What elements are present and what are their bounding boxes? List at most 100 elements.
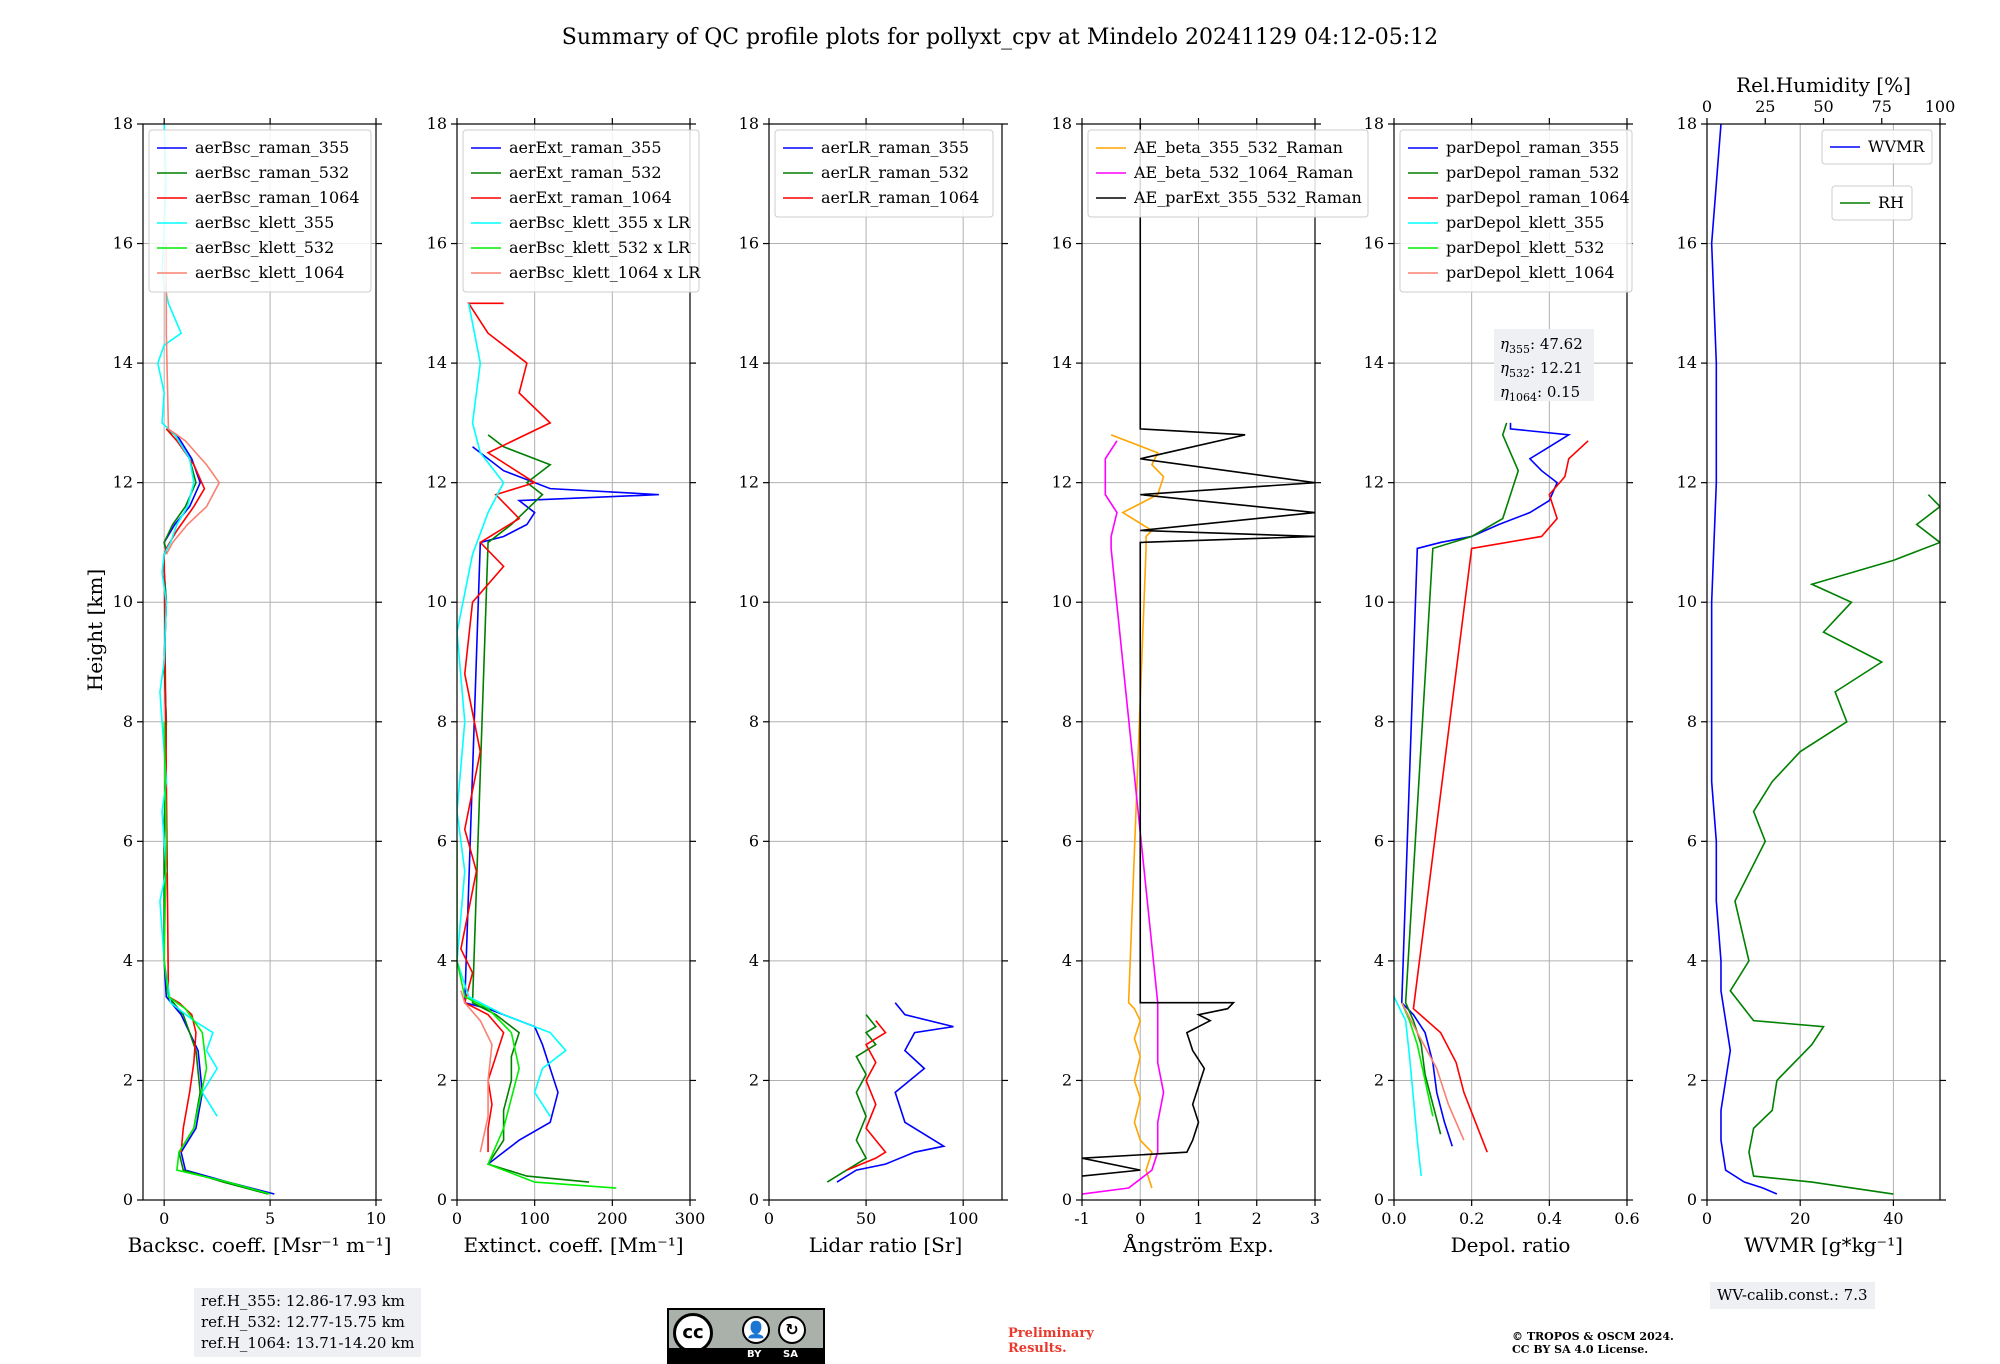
eta-label: η1064: 0.15: [1500, 383, 1580, 404]
cc-logo-icon: cc: [673, 1313, 713, 1353]
preliminary-line-1: Preliminary: [1008, 1326, 1094, 1341]
series-aerBsc_raman_532: [163, 428, 269, 1195]
series-aerBsc_klett_532: [163, 721, 271, 1195]
y-tick-label: 12: [113, 473, 133, 492]
y-tick-label: 6: [1374, 831, 1384, 850]
series-AE_parExt_355_532_Raman: [1082, 124, 1315, 1177]
series-parDepol_klett_355: [1394, 996, 1422, 1177]
y-tick-label: 4: [749, 951, 759, 970]
axes-frame: [456, 123, 691, 1201]
legend-entry: RH: [1878, 193, 1904, 212]
top-tick-label: 25: [1755, 97, 1775, 116]
preliminary-note: Preliminary Results.: [1008, 1326, 1094, 1356]
y-tick-label: 16: [1677, 234, 1697, 253]
legend-entry: aerLR_raman_532: [821, 163, 969, 182]
ref-height-355: ref.H_355: 12.86-17.93 km: [201, 1292, 405, 1310]
x-tick-label: 0: [1702, 1209, 1712, 1228]
y-tick-label: 6: [437, 831, 447, 850]
series-AE_beta_355_532_Raman: [1110, 434, 1165, 1189]
series-group: [1082, 124, 1315, 1195]
x-axis-label: Depol. ratio: [1451, 1233, 1571, 1257]
axes-frame: [1393, 123, 1628, 1201]
attribution-icon: 👤: [742, 1316, 770, 1344]
legend-box: [148, 129, 372, 293]
series-AE_beta_532_1064_Raman: [1082, 440, 1165, 1195]
series-parDepol_raman_1064: [1412, 440, 1589, 1153]
badge-by-label: BY: [747, 1349, 762, 1360]
top-tick-label: 0: [1702, 97, 1712, 116]
y-tick-label: 2: [437, 1070, 447, 1089]
y-tick-label: 18: [427, 114, 447, 133]
legend-entry: AE_beta_532_1064_Raman: [1133, 163, 1353, 182]
y-tick-label: 2: [1687, 1070, 1697, 1089]
figure-title: Summary of QC profile plots for pollyxt_…: [562, 25, 1438, 50]
series-aerLR_raman_1064: [846, 1020, 887, 1171]
y-tick-label: 8: [1062, 712, 1072, 731]
y-tick-label: 10: [1677, 592, 1697, 611]
eta-box: [1494, 329, 1594, 401]
wv-calibration-box: WV-calib.const.: 7.3: [1710, 1282, 1875, 1309]
series-aerBsc_klett_1064 x LR: [460, 990, 493, 1153]
y-tick-label: 8: [1374, 712, 1384, 731]
x-tick-label: 0: [452, 1209, 462, 1228]
series-parDepol_klett_1064: [1401, 1002, 1465, 1141]
x-tick-label: 1: [1193, 1209, 1203, 1228]
legend-entry: aerBsc_raman_1064: [195, 188, 360, 207]
y-tick-label: 16: [1364, 234, 1384, 253]
y-tick-label: 4: [1687, 951, 1697, 970]
x-axis-label: Backsc. coeff. [Msr⁻¹ m⁻¹]: [128, 1233, 392, 1257]
y-tick-label: 2: [1374, 1070, 1384, 1089]
legend-entry: parDepol_klett_355: [1446, 213, 1604, 232]
x-tick-label: 0.2: [1459, 1209, 1484, 1228]
y-tick-label: 16: [739, 234, 759, 253]
y-tick-label: 14: [1364, 353, 1384, 372]
legend-box: [1831, 185, 1913, 221]
legend-entry: aerBsc_klett_1064: [195, 263, 344, 282]
legend-entry: WVMR: [1868, 137, 1925, 156]
series-group: [156, 124, 275, 1195]
y-tick-label: 2: [1062, 1070, 1072, 1089]
copyright-line-2: CC BY SA 4.0 License.: [1512, 1343, 1649, 1356]
panel-bsc: 0 2 4 6 8 10 12 14 16 18 0 5 10 Backsc. coeff. [Msr⁻¹…: [113, 114, 392, 1257]
preliminary-line-2: Results.: [1008, 1341, 1067, 1356]
x-tick-label: 0.6: [1614, 1209, 1639, 1228]
series-group: [1394, 422, 1589, 1177]
x-axis-label: Ångström Exp.: [1122, 1232, 1273, 1257]
x-tick-label: -1: [1074, 1209, 1090, 1228]
legend-entry: aerExt_raman_1064: [509, 188, 672, 207]
y-tick-label: 6: [1062, 831, 1072, 850]
legend-entry: parDepol_raman_355: [1446, 138, 1619, 157]
x-axis-label: WVMR [g*kg⁻¹]: [1744, 1233, 1903, 1257]
y-tick-label: 14: [427, 353, 447, 372]
legend-entry: aerBsc_klett_355: [195, 213, 334, 232]
legend-entry: aerLR_raman_1064: [821, 188, 979, 207]
x-tick-label: 0: [764, 1209, 774, 1228]
y-tick-label: 16: [1052, 234, 1072, 253]
series-RH: [1729, 494, 1940, 1195]
x-tick-label: 300: [675, 1209, 706, 1228]
y-tick-label: 14: [1677, 353, 1697, 372]
reference-height-box: ref.H_355: 12.86-17.93 km ref.H_532: 12.…: [194, 1288, 422, 1357]
series-aerBsc_klett_355 x LR: [457, 303, 567, 1117]
y-tick-label: 10: [1052, 592, 1072, 611]
legend-box: [1821, 129, 1933, 165]
y-tick-label: 2: [123, 1070, 133, 1089]
series-aerBsc_raman_1064: [163, 428, 206, 1153]
y-tick-label: 12: [739, 473, 759, 492]
series-parDepol_raman_355: [1400, 422, 1572, 1147]
series-aerExt_raman_532: [471, 434, 590, 1183]
x-tick-label: 5: [265, 1209, 275, 1228]
y-tick-label: 6: [123, 831, 133, 850]
panel-lr: 0 2 4 6 8 10 12 14 16 18 0 50 100 Lidar ratio [Sr] aer…: [739, 114, 1008, 1257]
badge-strip: [669, 1348, 823, 1362]
badge-sa-label: SA: [783, 1349, 798, 1360]
y-tick-label: 14: [739, 353, 759, 372]
y-tick-label: 14: [113, 353, 133, 372]
y-tick-label: 12: [1364, 473, 1384, 492]
legend-entry: parDepol_raman_1064: [1446, 188, 1630, 207]
x-tick-label: 40: [1883, 1209, 1903, 1228]
legend-entry: parDepol_klett_532: [1446, 238, 1604, 257]
y-tick-label: 0: [123, 1190, 133, 1209]
x-tick-label: 200: [597, 1209, 628, 1228]
y-tick-label: 16: [113, 234, 133, 253]
